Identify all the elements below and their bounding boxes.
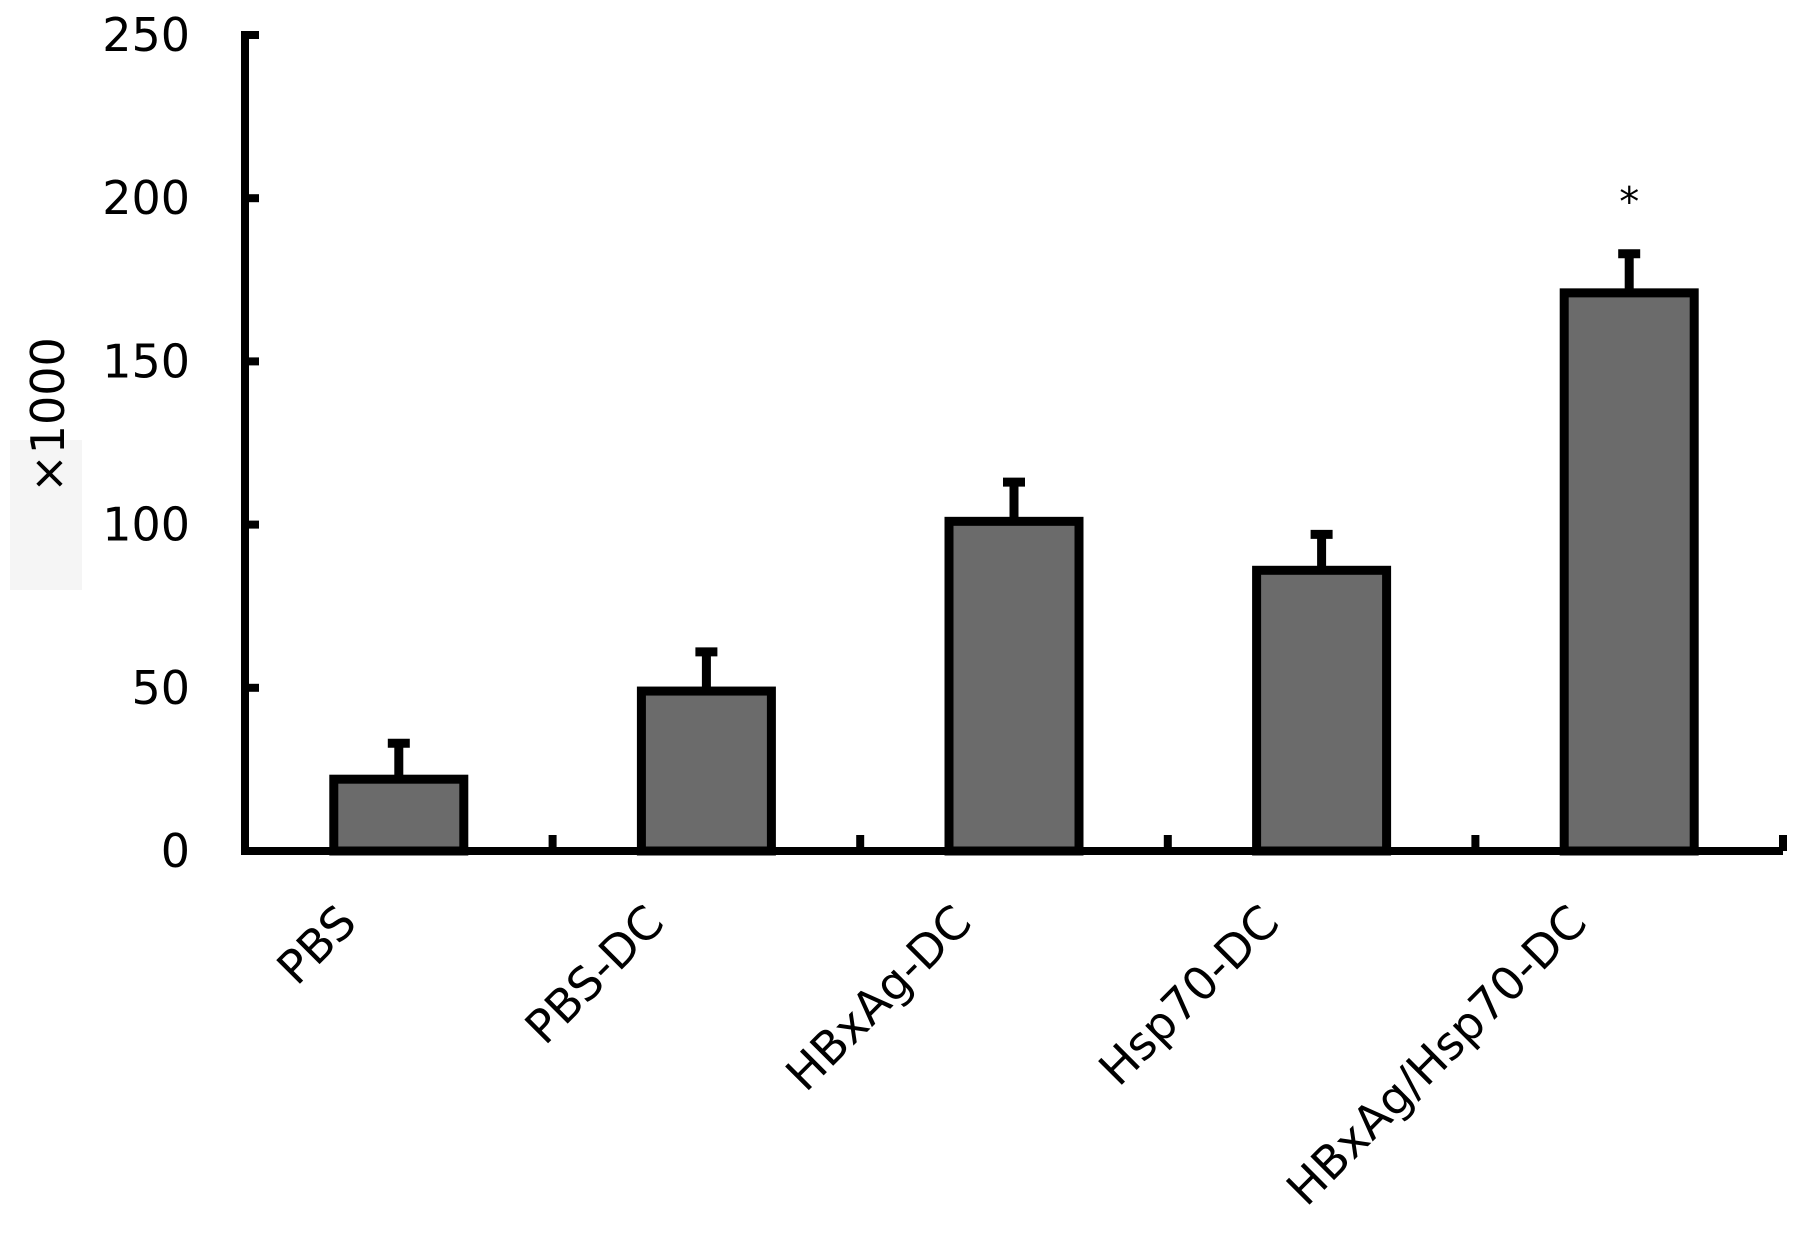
y-tick-label: 250 bbox=[102, 8, 190, 62]
bar bbox=[329, 774, 469, 856]
y-tick-label: 0 bbox=[161, 824, 190, 878]
y-axis-label: ×1000 bbox=[21, 337, 75, 493]
x-tick-label: Hsp70-DC bbox=[1088, 895, 1289, 1096]
significance-marker: * bbox=[1619, 180, 1639, 226]
x-tick-label: HBxAg-DC bbox=[775, 895, 982, 1102]
chart-marks: PBS PBS-DC HBxAg-DC Hsp70-DC * HBxAg/Hsp70-DC… bbox=[102, 8, 1787, 1216]
bar bbox=[636, 686, 776, 856]
bar bbox=[944, 516, 1084, 856]
y-tick-label: 200 bbox=[102, 171, 190, 225]
ylabel-backdrop bbox=[10, 440, 82, 590]
x-tick-label: PBS-DC bbox=[514, 895, 674, 1055]
x-tick-label: HBxAg/Hsp70-DC bbox=[1276, 895, 1597, 1216]
y-tick-label: 100 bbox=[102, 498, 190, 552]
bar bbox=[1252, 565, 1392, 856]
y-tick-label: 50 bbox=[131, 661, 190, 715]
x-tick-label: PBS bbox=[266, 895, 366, 995]
bar bbox=[1559, 288, 1699, 856]
y-tick-label: 150 bbox=[102, 334, 190, 388]
